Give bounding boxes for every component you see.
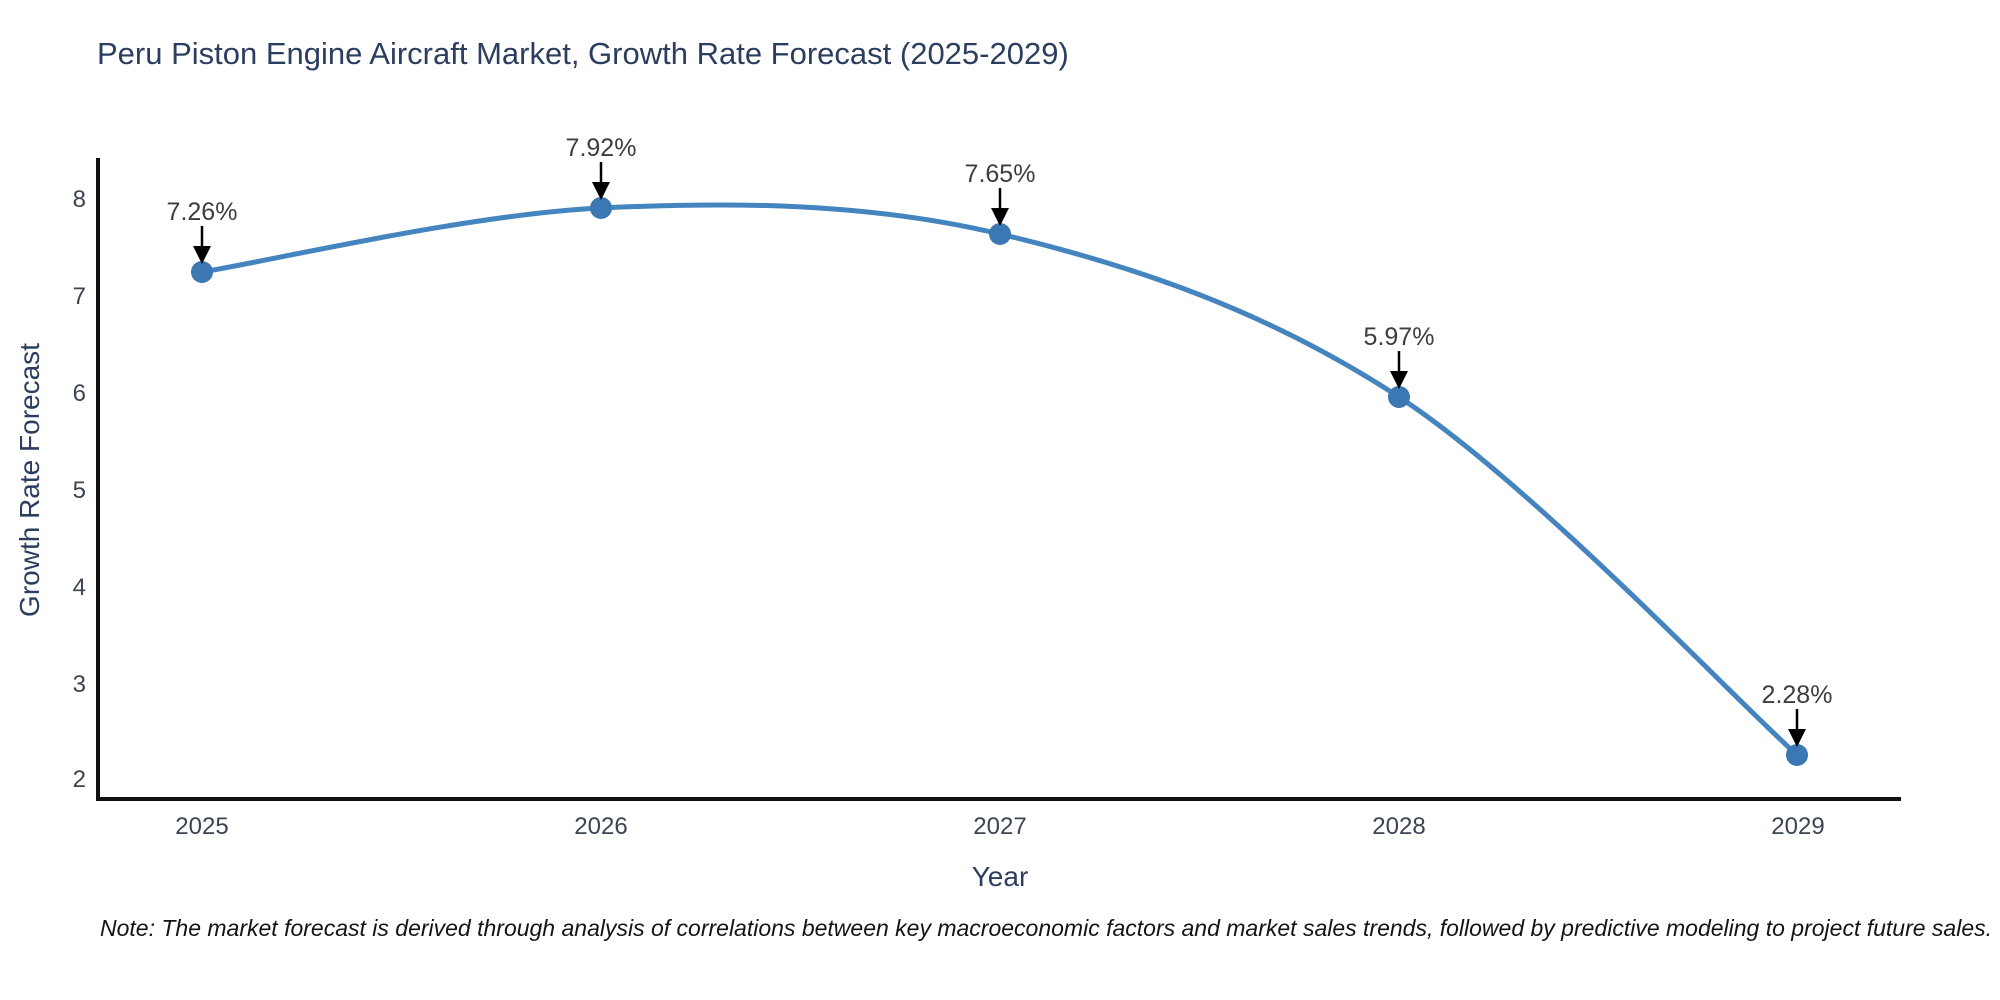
y-axis-title: Growth Rate Forecast	[14, 343, 45, 617]
chart-title: Peru Piston Engine Aircraft Market, Grow…	[97, 36, 1069, 71]
y-tick-5: 5	[72, 477, 86, 504]
annotation-label-2026: 7.92%	[565, 134, 637, 162]
annotation-arrow-2026	[592, 162, 610, 200]
y-tick-2: 2	[72, 766, 86, 793]
y-tick-4: 4	[72, 574, 86, 601]
annotation-arrow-2029	[1788, 709, 1806, 747]
x-tick-2029: 2029	[1771, 813, 1825, 840]
forecast-line	[199, 202, 1800, 758]
annotation-label-2029: 2.28%	[1761, 681, 1833, 709]
footnote: Note: The market forecast is derived thr…	[100, 915, 1993, 941]
data-point-marker-2026	[590, 197, 612, 219]
annotation-label-2028: 5.97%	[1363, 323, 1435, 351]
y-tick-6: 6	[72, 380, 86, 407]
annotation-arrow-2028	[1390, 351, 1408, 389]
annotation-label-2025: 7.26%	[166, 198, 238, 226]
data-point-marker-2028	[1388, 386, 1410, 408]
y-tick-3: 3	[72, 671, 86, 698]
y-tick-7: 7	[72, 283, 86, 310]
x-tick-2028: 2028	[1372, 813, 1426, 840]
annotation-label-2027: 7.65%	[964, 160, 1036, 188]
x-tick-2026: 2026	[574, 813, 628, 840]
data-point-marker-2029	[1786, 744, 1808, 766]
x-tick-2025: 2025	[175, 813, 229, 840]
data-point-marker-2025	[191, 261, 213, 283]
annotation-arrow-2025	[193, 226, 211, 264]
y-tick-8: 8	[72, 186, 86, 213]
annotation-arrow-2027	[991, 188, 1009, 226]
x-tick-2027: 2027	[973, 813, 1027, 840]
x-axis-title: Year	[971, 861, 1029, 892]
data-point-marker-2027	[989, 223, 1011, 245]
